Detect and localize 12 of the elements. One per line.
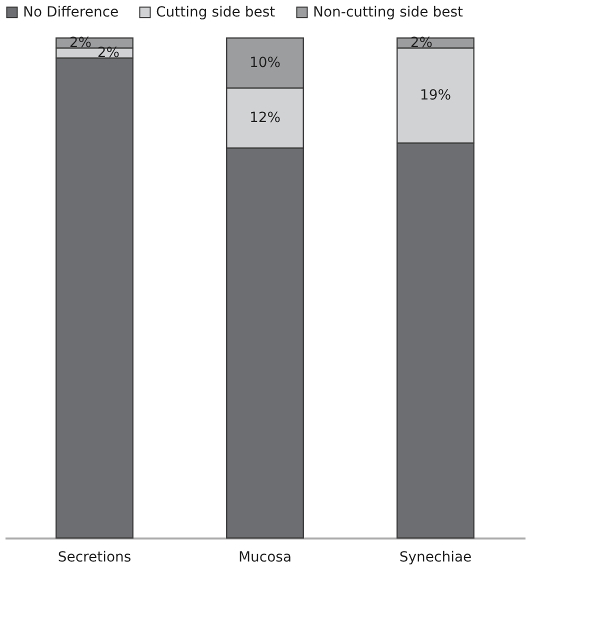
- legend-label: No Difference: [23, 4, 119, 20]
- data-label: 10%: [249, 55, 281, 71]
- data-label: 2%: [410, 35, 433, 51]
- data-label: 2%: [69, 35, 92, 51]
- data-label: 19%: [420, 88, 452, 104]
- data-label: 12%: [249, 110, 281, 126]
- legend-label: Non-cutting side best: [313, 4, 464, 20]
- x-tick-label: Secretions: [58, 550, 132, 566]
- data-label: 2%: [97, 45, 120, 61]
- x-tick-label: Mucosa: [238, 550, 292, 566]
- legend-label: Cutting side best: [156, 4, 276, 20]
- x-tick-label: Synechiae: [399, 550, 472, 566]
